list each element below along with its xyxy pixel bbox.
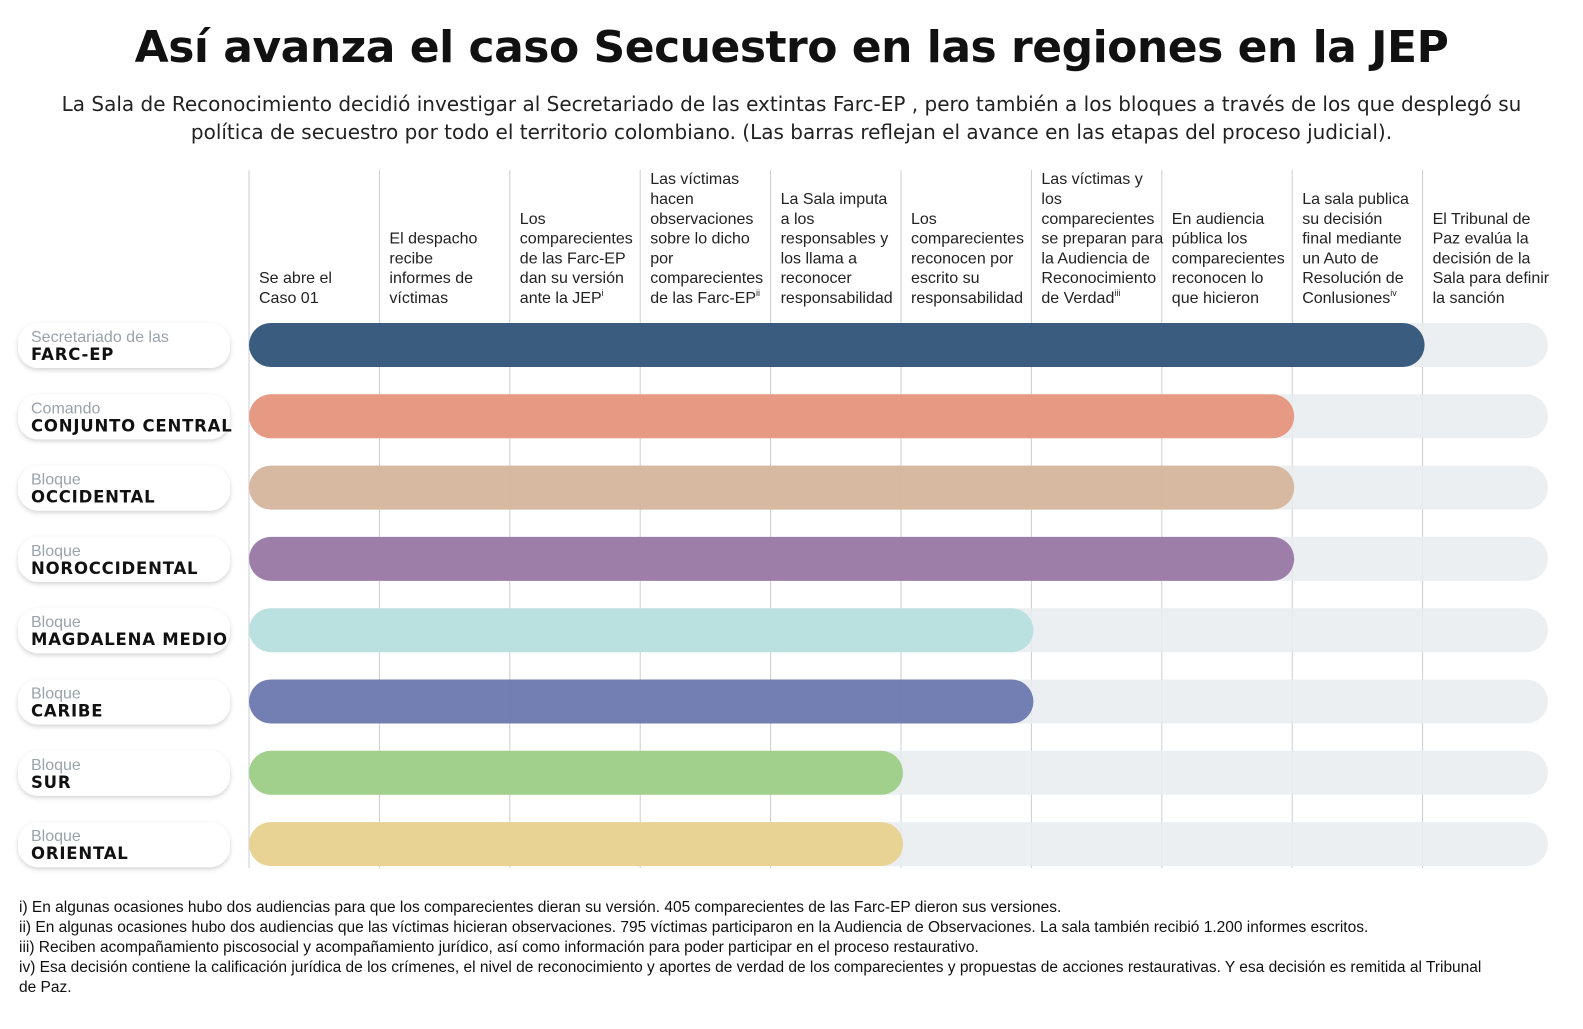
stage-header: Los comparecientes reconocen por escrito su…	[911, 211, 1024, 307]
stage-header: El despacho recibe informes de víctimas	[389, 231, 477, 307]
row-label-pill	[18, 465, 230, 511]
footnote-iii: iii) Reciben acompañamiento piscosocial …	[19, 939, 979, 956]
row-label-name: FARC-EP	[31, 345, 114, 364]
stage-header: Las víctimas hacen observaciones sobre lo d…	[650, 171, 763, 307]
row-label-name: ORIENTAL	[31, 844, 129, 863]
row-label-prefix: Comando	[31, 400, 100, 417]
row-label-name: CONJUNTO CENTRAL	[31, 416, 233, 435]
row-label-name: CARIBE	[31, 702, 103, 721]
row-label-prefix: Bloque	[31, 757, 81, 774]
stage-header: La Sala imputa a los responsables y los lla…	[781, 191, 893, 307]
row-label-prefix: Bloque	[31, 472, 81, 489]
row-label-pill	[18, 822, 230, 868]
footnote-iv: iv) Esa decisión contiene la calificació…	[19, 959, 1482, 996]
row-label-prefix: Bloque	[31, 686, 81, 703]
footnotes: i) En algunas ocasiones hubo dos audienc…	[19, 898, 1499, 998]
progress-bar	[249, 394, 1295, 439]
progress-bar	[249, 323, 1425, 367]
row-label-prefix: Bloque	[31, 614, 81, 631]
footnote-i: i) En algunas ocasiones hubo dos audienc…	[19, 899, 1062, 916]
progress-bar	[249, 608, 1034, 653]
row-label-prefix: Bloque	[31, 828, 81, 845]
stage-header: Las víctimas y los comparecientes se prepar…	[1041, 171, 1163, 307]
row-label-pill	[18, 323, 230, 368]
stage-header: Se abre el Caso 01	[259, 270, 332, 307]
progress-bar	[249, 679, 1034, 724]
row-label-prefix: Bloque	[31, 543, 81, 560]
progress-bar	[249, 536, 1295, 581]
row-label-name: OCCIDENTAL	[31, 488, 155, 507]
row-label-name: SUR	[31, 773, 71, 792]
row-label-name: MAGDALENA MEDIO	[31, 630, 228, 649]
row-label-pill	[18, 394, 230, 440]
progress-bar	[249, 465, 1295, 510]
page-title: Así avanza el caso Secuestro en las regi…	[134, 22, 1449, 73]
stage-header: En audiencia pública los comparecientes rec…	[1172, 211, 1285, 307]
row-label-pill	[18, 750, 230, 796]
progress-bar	[249, 822, 903, 867]
row-label-pill	[18, 608, 230, 654]
progress-chart: Se abre el Caso 01 El despacho recibe inform…	[18, 170, 1550, 868]
row-label-pill	[18, 679, 230, 725]
stage-header: Los comparecientes de las Farc-EP dan su ve…	[520, 211, 633, 307]
page-subtitle: La Sala de Reconocimiento decidió invest…	[61, 92, 1522, 144]
row-label-name: NOROCCIDENTAL	[31, 559, 198, 578]
footnote-ii: ii) En algunas ocasiones hubo dos audien…	[19, 919, 1369, 936]
stage-header: La sala publica su decisión final mediante…	[1302, 191, 1409, 307]
row-label-pill	[18, 536, 230, 582]
progress-bar	[249, 750, 903, 795]
stage-header: El Tribunal de Paz evalúa la decisión de l…	[1433, 211, 1550, 307]
row-label-prefix: Secretariado de las	[31, 329, 169, 346]
